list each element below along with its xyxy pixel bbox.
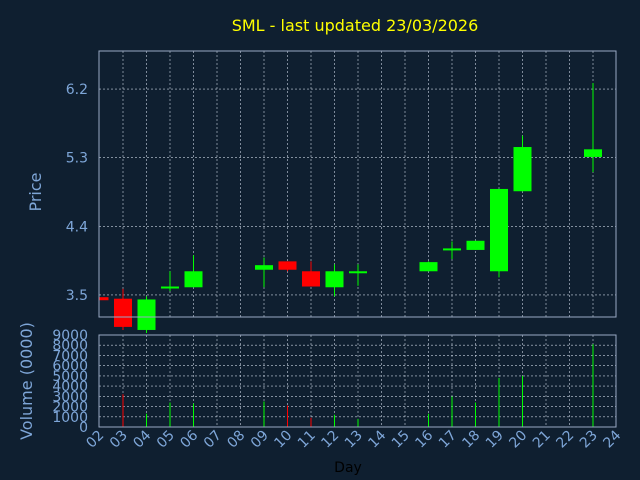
- price-candle: [255, 257, 273, 288]
- candle-body: [137, 299, 156, 330]
- chart-title: SML - last updated 23/03/2026: [232, 16, 479, 35]
- volume-y-tick-label: 5000: [52, 369, 88, 385]
- volume-y-tick-label: 2000: [52, 400, 88, 416]
- volume-bars: [122, 344, 594, 427]
- candle-body: [184, 271, 203, 288]
- x-axis-label: Day: [334, 460, 362, 476]
- volume-y-tick-label: 1000: [52, 410, 88, 426]
- price-candle: [184, 255, 203, 288]
- volume-y-tick-label: 0: [79, 420, 88, 436]
- price-candle: [278, 261, 297, 272]
- price-candles: [99, 83, 602, 334]
- price-candle: [302, 261, 320, 287]
- price-y-tick-label: 5.3: [66, 151, 88, 167]
- volume-axis-label: Volume (0000): [17, 322, 36, 440]
- candle-body: [443, 248, 461, 251]
- price-axis-label: Price: [26, 172, 45, 211]
- price-y-tick-label: 6.2: [66, 82, 88, 98]
- price-candle: [419, 261, 438, 272]
- price-candle: [161, 271, 179, 292]
- price-panel-frame: [98, 50, 617, 318]
- volume-y-tick-label: 4000: [52, 379, 88, 395]
- volume-y-tick-label: 7000: [52, 348, 88, 364]
- price-candle: [584, 83, 602, 173]
- volume-y-tick-label: 3000: [52, 389, 88, 405]
- candle-body: [114, 298, 132, 327]
- candle-body: [490, 188, 508, 272]
- candle-body: [349, 271, 367, 274]
- volume-y-tick-label: 6000: [52, 359, 88, 375]
- price-panel: 3.5 4.4 5.3 6.2: [66, 50, 617, 334]
- candle-body: [100, 297, 109, 301]
- candle-body: [255, 265, 273, 270]
- candle-body: [419, 262, 438, 272]
- candle-body: [466, 240, 485, 250]
- price-candle: [349, 264, 367, 286]
- candle-body: [302, 271, 320, 287]
- price-candle: [513, 135, 532, 192]
- candle-body: [513, 147, 532, 192]
- price-candle: [466, 240, 485, 250]
- candle-body: [325, 271, 344, 288]
- volume-panel-frame: [98, 334, 617, 428]
- price-candle: [490, 188, 508, 278]
- price-candle: [137, 296, 156, 334]
- price-candle: [99, 297, 109, 301]
- candle-body: [278, 261, 297, 270]
- price-y-tick-label: 4.4: [66, 219, 88, 235]
- x-tick-labels: 02 03 04 05 06 07 08 09 10 11 12 13 14 15 16 17 18 19 20 21…: [83, 427, 624, 451]
- volume-y-tick-label: 8000: [52, 338, 88, 354]
- candle-body: [161, 286, 179, 289]
- price-y-tick-labels: 3.5 4.4 5.3 6.2: [66, 82, 88, 304]
- price-y-tick-label: 3.5: [66, 288, 88, 304]
- price-candle: [114, 288, 132, 330]
- volume-y-tick-label: 9000: [52, 328, 88, 344]
- price-candle: [443, 241, 461, 260]
- price-candle: [325, 264, 344, 297]
- candle-body: [584, 149, 602, 157]
